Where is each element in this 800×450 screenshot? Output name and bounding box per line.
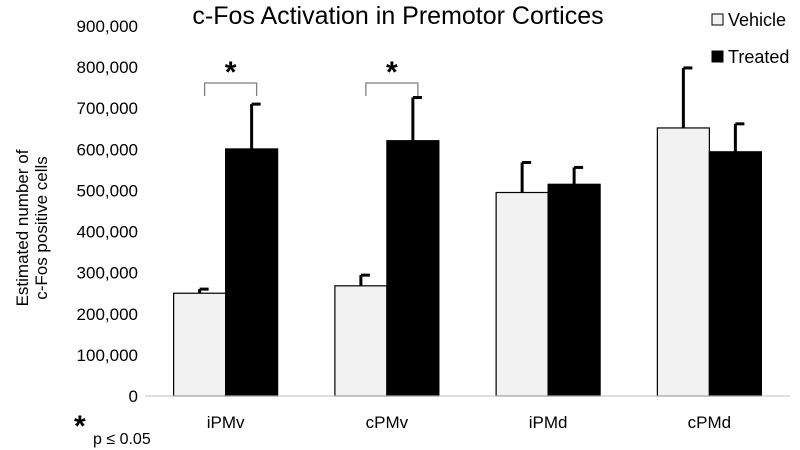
y-axis-label-line-2: c-Fos positive cells — [32, 156, 51, 300]
bar-vehicle-cPMd — [657, 128, 709, 396]
bar-treated-iPMv — [226, 149, 278, 396]
bar-treated-cPMd — [709, 152, 761, 396]
x-tick-label-cPMd: cPMd — [688, 413, 731, 432]
significance-brackets: * * — [205, 56, 418, 96]
y-tick-label: 300,000 — [77, 264, 138, 283]
x-tick-label-cPMv: cPMv — [366, 413, 409, 432]
y-tick-label: 400,000 — [77, 223, 138, 242]
y-axis-label-line-1: Estimated number of — [13, 149, 32, 306]
y-tick-label: 600,000 — [77, 140, 138, 159]
x-tick-label-iPMv: iPMv — [207, 413, 245, 432]
legend: Vehicle Treated — [712, 10, 789, 67]
x-tick-label-iPMd: iPMd — [529, 413, 568, 432]
chart-title: c-Fos Activation in Premotor Cortices — [192, 2, 603, 30]
legend-swatch-treated — [712, 51, 723, 62]
footnote-text: p ≤ 0.05 — [93, 431, 151, 448]
bar-vehicle-iPMv — [174, 293, 226, 396]
y-axis-ticks: 0 100,000 200,000 300,000 400,000 500,000 600,… — [77, 17, 138, 406]
significance-marker-iPMv: * — [225, 56, 237, 89]
bar-vehicle-iPMd — [496, 193, 548, 397]
y-axis-label: Estimated number of c-Fos positive cells — [13, 149, 51, 306]
bars — [174, 128, 762, 396]
y-tick-label: 500,000 — [77, 181, 138, 200]
y-tick-label: 800,000 — [77, 58, 138, 77]
footnote-marker: * — [74, 410, 86, 443]
footnote: * p ≤ 0.05 — [74, 410, 151, 448]
legend-label-treated: Treated — [728, 47, 789, 67]
y-tick-label: 900,000 — [77, 17, 138, 36]
bar-vehicle-cPMv — [335, 286, 387, 396]
y-tick-label: 100,000 — [77, 346, 138, 365]
y-tick-label: 700,000 — [77, 99, 138, 118]
x-axis-labels: iPMv cPMv iPMd cPMd — [207, 413, 731, 432]
significance-marker-cPMv: * — [386, 56, 398, 89]
y-tick-label: 0 — [129, 387, 138, 406]
bar-treated-cPMv — [387, 141, 439, 396]
bar-treated-iPMd — [548, 184, 600, 396]
legend-label-vehicle: Vehicle — [728, 10, 786, 30]
y-tick-label: 200,000 — [77, 305, 138, 324]
legend-swatch-vehicle — [712, 14, 723, 25]
